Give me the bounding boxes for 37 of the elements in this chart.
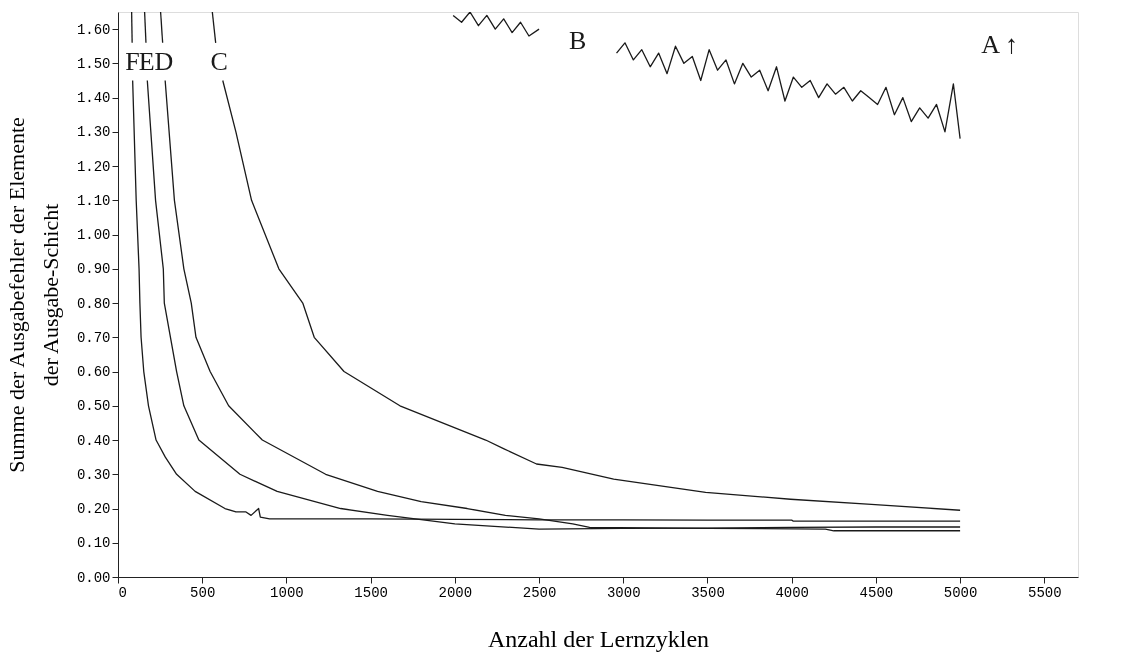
series-label: D [154,46,174,76]
y-tick-label: 0.10 [76,535,111,552]
x-tick-label: 3000 [606,584,641,601]
x-tick-label: 4500 [859,584,894,601]
y-tick-label: 0.90 [76,261,111,278]
x-axis-title: Anzahl der Lernzyklen [487,625,710,652]
y-tick-label: 0.80 [76,295,111,312]
series-label: B [569,26,587,56]
x-tick-label: 500 [190,584,216,601]
annotation: A ↑ [981,30,1018,59]
y-tick-label: 1.10 [76,192,111,209]
x-tick-label: 5000 [943,584,978,601]
y-axis-title: Summe der Ausgabefehler der Elemente der Ausgabe-Schicht [3,117,63,473]
y-tick-label: 0.60 [76,364,111,381]
y-tick-label: 0.50 [76,398,111,415]
x-tick-label: 2500 [522,584,557,601]
series-label: E [138,46,155,76]
x-tick-label: 3500 [691,584,725,601]
y-tick-label: 1.20 [76,158,111,175]
y-tick-label: 1.30 [76,124,111,141]
y-tick-label: 1.50 [76,55,111,72]
x-tick-label: 1500 [354,584,388,601]
y-tick-label: 0.30 [76,466,111,483]
y-tick-label: 0.40 [76,432,111,449]
x-tick-label: 4000 [775,584,809,601]
x-tick-label: 5500 [1028,584,1062,601]
x-tick-label: 2000 [438,584,473,601]
y-tick-label: 0.70 [76,329,111,346]
y-tick-label: 1.40 [76,90,111,107]
y-tick-label: 0.20 [76,501,111,518]
y-tick-label: 1.60 [76,21,111,38]
y-tick-label: 1.00 [76,227,111,244]
x-tick-label: 0 [118,584,127,601]
series-label: F [125,46,140,76]
series-label: C [210,46,228,76]
x-tick-label: 1000 [270,584,304,601]
y-tick-label: 0.00 [76,569,111,586]
